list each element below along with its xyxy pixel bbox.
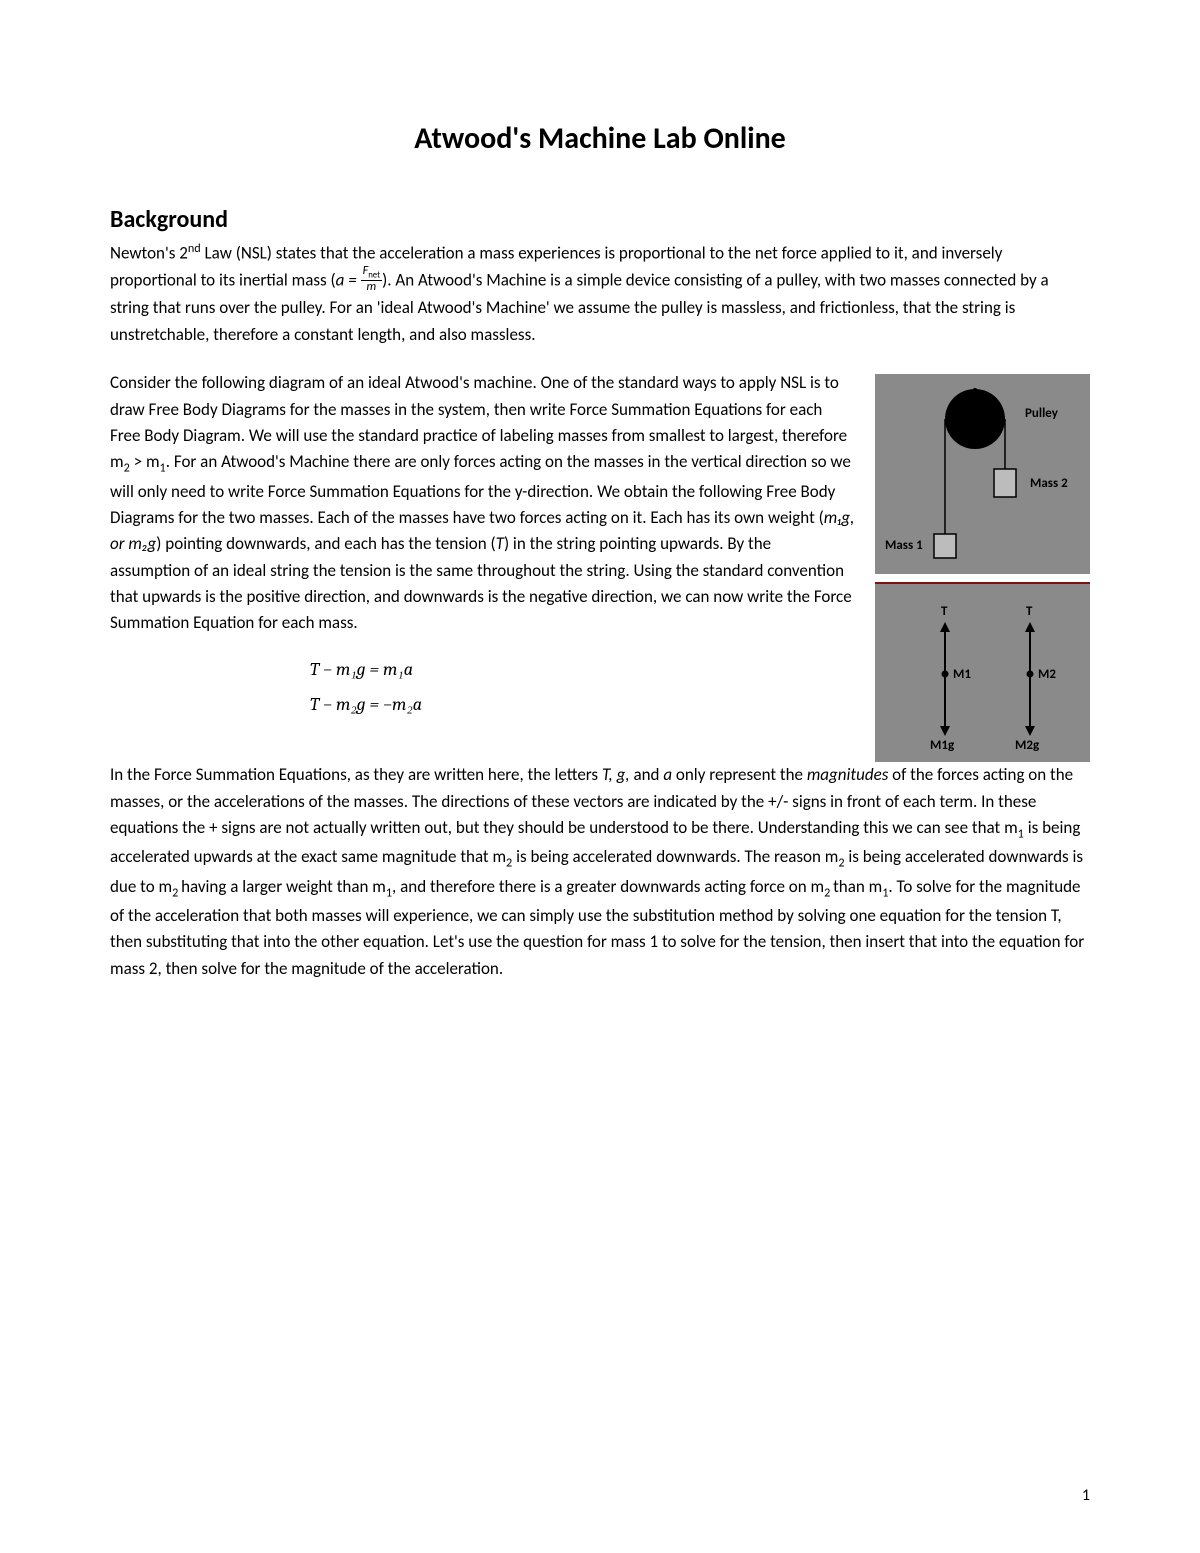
fbd-svg [875, 584, 1090, 764]
ital: T, g, [602, 764, 630, 785]
label-M2g: M2g [1015, 738, 1039, 753]
sub: 2 [172, 885, 181, 900]
label-M2: M2 [1038, 667, 1056, 682]
heading-background: Background [110, 205, 1090, 234]
label-M1g: M1g [930, 738, 954, 753]
sub: 2 [824, 885, 833, 900]
text: , and therefore there is a greater downw… [392, 876, 824, 897]
text: Newton's 2 [110, 243, 188, 264]
frac-den: m [361, 281, 383, 293]
text: > m [130, 451, 160, 472]
page-title: Atwood's Machine Lab Online [110, 120, 1090, 157]
sup-nd: nd [188, 241, 201, 256]
ital-magnitudes: magnitudes [807, 764, 888, 785]
text: than m [833, 876, 882, 897]
label-T-1: T [941, 604, 947, 619]
paragraph-solve: In the Force Summation Equations, as the… [110, 762, 1090, 982]
text: only represent the [672, 764, 807, 785]
label-T-2: T [1026, 604, 1032, 619]
text: ) pointing downwards, and each has the t… [156, 533, 495, 554]
text: having a larger weight than m [181, 876, 386, 897]
ital: T [496, 533, 504, 554]
diagram-pulley: Pulley Mass 2 Mass 1 [875, 374, 1090, 574]
text: and [630, 764, 664, 785]
inline-eq-lhs: a = [336, 269, 361, 290]
diagram-fbd: T T M1 M2 M1g M2g [875, 582, 1090, 762]
text-column: Consider the following diagram of an ide… [110, 370, 855, 738]
paragraph-intro: Newton's 2nd Law (NSL) states that the a… [110, 240, 1090, 348]
content-row: Consider the following diagram of an ide… [110, 370, 1090, 762]
text: is being accelerated downwards. The reas… [512, 846, 838, 867]
inline-fraction: Fnetm [361, 265, 383, 293]
paragraph-diagram-explain: Consider the following diagram of an ide… [110, 370, 855, 636]
diagram-column: Pulley Mass 2 Mass 1 T T M1 M2 [875, 374, 1090, 762]
page-number: 1 [1082, 1486, 1090, 1505]
label-pulley: Pulley [1025, 406, 1058, 421]
equations-block: T − m₁g = m₁a T − m₂g = −m₂a [310, 659, 855, 715]
text: In the Force Summation Equations, as the… [110, 764, 602, 785]
label-mass1: Mass 1 [885, 538, 923, 553]
text: . For an Atwood's Machine there are only… [110, 451, 851, 528]
ital: a [663, 764, 672, 785]
equation-2: T − m₂g = −m₂a [310, 694, 855, 715]
label-M1: M1 [953, 667, 971, 682]
label-mass2: Mass 2 [1030, 476, 1068, 491]
equation-1: T − m₁g = m₁a [310, 659, 855, 680]
